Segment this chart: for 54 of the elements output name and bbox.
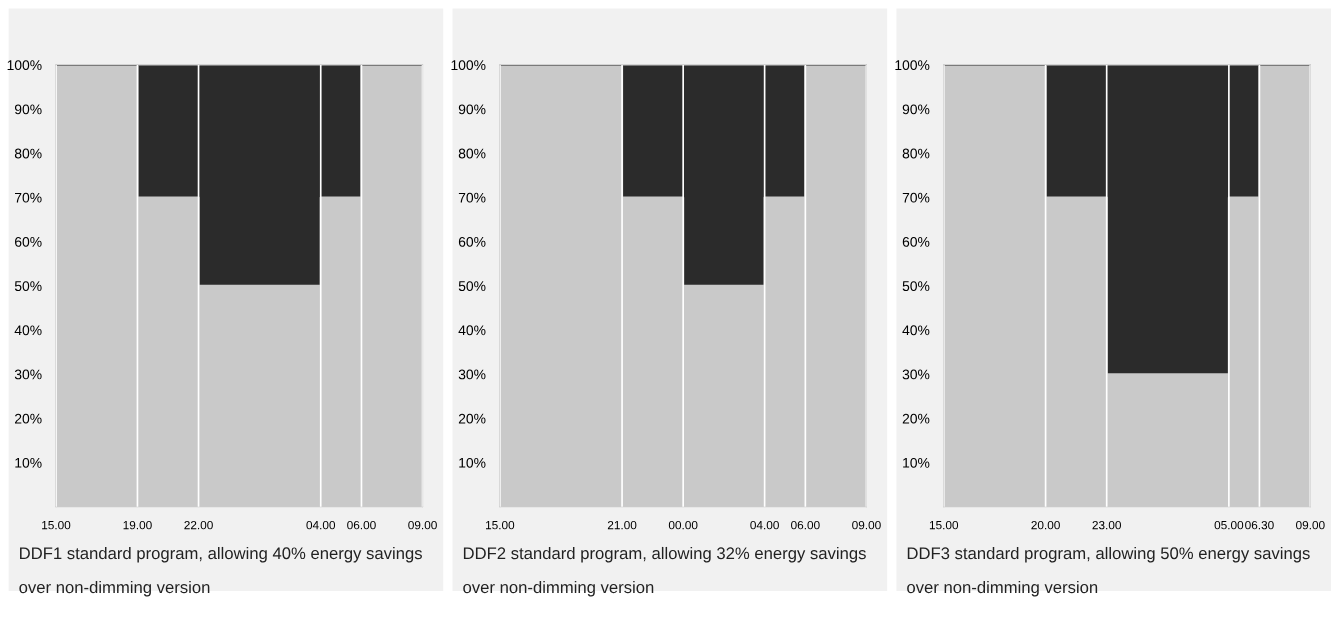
y-tick-label: 30%	[14, 369, 42, 380]
x-tick-label: 04.00	[750, 520, 779, 530]
text: over non-dimming version	[463, 580, 654, 597]
x-tick-label: 21.00	[607, 520, 637, 530]
y-tick-label: 100%	[451, 60, 486, 71]
x-tick-label: 06.00	[791, 520, 820, 530]
x-tick-label: 22.00	[184, 520, 213, 530]
x-tick-label: 09.00	[1296, 520, 1325, 530]
y-tick-label: 20%	[902, 413, 930, 424]
y-tick-label: 20%	[15, 413, 42, 424]
text: over non-dimming version	[907, 580, 1098, 597]
text: DDF2 standard program, allowing 32% energy savings	[463, 546, 866, 563]
y-tick-label: 30%	[902, 369, 930, 380]
text: DDF1 standard program, allowing 40% energy savings	[20, 546, 422, 563]
y-tick-label: 60%	[902, 236, 930, 247]
y-tick-label: 80%	[14, 148, 42, 159]
y-tick-label: 40%	[458, 325, 486, 336]
y-tick-label: 20%	[458, 413, 486, 424]
y-tick-label: 60%	[15, 236, 42, 247]
y-tick-label: 10%	[15, 457, 42, 468]
y-tick-label: 70%	[902, 192, 930, 203]
x-tick-label: 06.00	[347, 520, 376, 530]
x-tick-label: 09.00	[408, 520, 437, 530]
text: DDF3 standard program, allowing 50% energy savings	[907, 546, 1310, 563]
y-tick-label: 40%	[902, 325, 930, 336]
y-tick-label: 60%	[458, 236, 486, 247]
x-tick-label: 04.00	[306, 520, 336, 530]
y-tick-label: 10%	[459, 457, 486, 468]
x-tick-label: 20.00	[1031, 520, 1060, 530]
y-tick-label: 10%	[903, 457, 930, 468]
x-tick-label: 06.30	[1245, 520, 1274, 530]
y-tick-label: 90%	[902, 104, 930, 115]
x-tick-label: 05.00	[1214, 520, 1244, 530]
x-tick-label: 09.00	[852, 520, 881, 530]
y-tick-label: 100%	[7, 60, 42, 71]
y-tick-label: 90%	[14, 104, 42, 115]
y-tick-label: 70%	[15, 192, 42, 203]
y-tick-label: 50%	[14, 281, 42, 291]
x-tick-label: 15.00	[42, 520, 71, 530]
y-tick-label: 50%	[458, 281, 486, 291]
x-tick-label: 00.00	[668, 520, 698, 530]
x-tick-label: 19.00	[123, 520, 152, 530]
y-tick-label: 100%	[895, 60, 930, 71]
x-tick-label: 23.00	[1092, 520, 1121, 530]
y-tick-label: 90%	[458, 104, 486, 115]
y-tick-label: 80%	[902, 148, 930, 159]
y-tick-label: 80%	[458, 148, 486, 159]
y-tick-label: 40%	[14, 325, 42, 336]
y-tick-label: 30%	[458, 369, 486, 380]
text: over non-dimming version	[19, 580, 210, 597]
y-tick-label: 50%	[902, 281, 930, 291]
x-tick-label: 15.00	[486, 520, 515, 530]
x-tick-label: 15.00	[929, 520, 959, 530]
y-tick-label: 70%	[458, 192, 486, 203]
